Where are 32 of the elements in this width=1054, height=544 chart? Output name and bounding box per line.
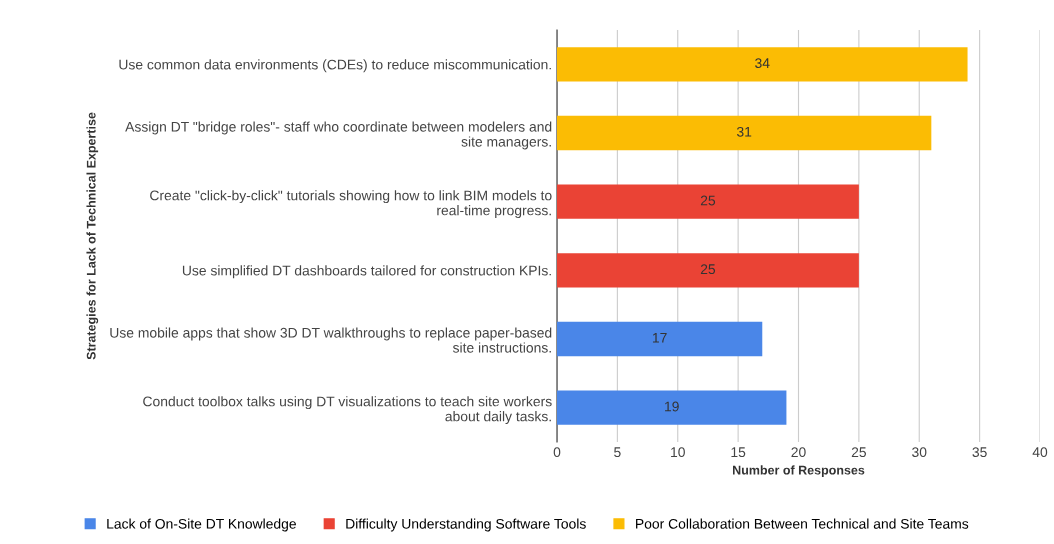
x-tick-label: 30 bbox=[912, 447, 927, 458]
y-tick-label: Conduct toolbox talks using DT visualizations to teach site workers about daily tasks. bbox=[143, 396, 552, 425]
data-label: 31 bbox=[736, 126, 752, 137]
x-tick-label: 35 bbox=[972, 447, 987, 458]
legend-label: Difficulty Understanding Software Tools bbox=[346, 518, 586, 532]
x-tick-label: 10 bbox=[671, 447, 685, 458]
x-tick-label: 0 bbox=[553, 447, 561, 458]
x-axis-title: Number of Responses bbox=[733, 465, 865, 478]
y-tick-label: Use common data environments (CDEs) to reduce miscommunication. bbox=[119, 59, 551, 73]
data-label: 25 bbox=[700, 264, 716, 275]
x-tick-label: 20 bbox=[791, 447, 806, 458]
legend-label: Poor Collaboration Between Technical and Site Teams bbox=[636, 518, 969, 529]
data-label: 34 bbox=[755, 58, 770, 69]
y-tick-label: Create "click-by-click" tutorials showing how to link BIM models to real-time progress. bbox=[150, 190, 552, 219]
x-tick-label: 15 bbox=[731, 447, 746, 458]
x-tick-label: 40 bbox=[1032, 447, 1048, 458]
y-tick-label: Use mobile apps that show 3D DT walkthroughs to replace paper-based site instructions. bbox=[110, 327, 552, 353]
data-label: 19 bbox=[665, 401, 679, 412]
data-label: 25 bbox=[700, 195, 716, 206]
bar bbox=[557, 390, 787, 425]
bar bbox=[557, 321, 763, 357]
legend-label: Lack of On-Site DT Knowledge bbox=[107, 518, 296, 532]
y-axis-title: Strategies for Lack of Technical Expertise bbox=[86, 112, 99, 360]
bar bbox=[557, 115, 932, 151]
x-tick-label: 25 bbox=[851, 447, 867, 458]
y-tick-label: Use simplified DT dashboards tailored for construction KPIs. bbox=[182, 265, 551, 279]
y-tick-label: Assign DT "bridge roles"- staff who coordinate between modelers and site managers. bbox=[125, 121, 552, 150]
x-tick-label: 5 bbox=[614, 447, 621, 458]
bar bbox=[557, 253, 859, 288]
bar bbox=[557, 47, 968, 82]
bar bbox=[557, 184, 859, 219]
data-label: 17 bbox=[652, 333, 667, 343]
